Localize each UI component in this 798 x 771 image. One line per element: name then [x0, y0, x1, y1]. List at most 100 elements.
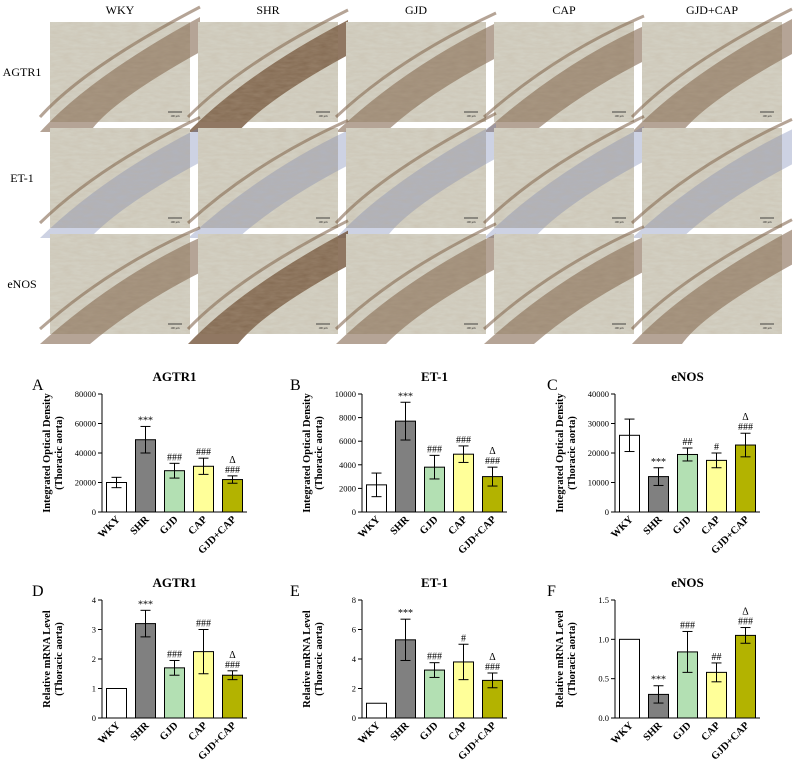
chart-title: eNOS [671, 575, 704, 590]
micrograph-enos-wky: 100 μm [39, 226, 201, 344]
significance-label: *** [398, 391, 413, 402]
significance-label: ### [738, 617, 753, 628]
column-label-gjd: GJD [405, 3, 427, 17]
y-tick-label: 40000 [588, 389, 609, 399]
x-tick-label: SHR [642, 720, 665, 743]
y-tick-label: 10000 [335, 389, 356, 399]
bar-wky [366, 702, 387, 719]
row-label-agtr1: AGTR1 [3, 65, 42, 79]
chart-panel-e: E ET-1 Relative mRNA Level(Thoracic aorta)… [290, 575, 507, 762]
significance-label: ## [683, 437, 693, 448]
y-tick-label: 60000 [75, 419, 96, 429]
micrograph-et-1-cap: 100 μm [482, 114, 645, 238]
scale-bar-label: 100 μm [762, 114, 772, 118]
significance-label: ### [196, 619, 211, 630]
significance-label: ### [167, 649, 182, 660]
micrograph-et-1-wky: 100 μm [38, 115, 201, 238]
y-axis-label: Relative mRNA Level(Thoracic aorta) [302, 610, 325, 707]
chart-title: ET-1 [421, 575, 448, 590]
tissue-texture [50, 234, 190, 334]
significance-label: ### [485, 662, 500, 673]
chart-title: ET-1 [421, 369, 448, 384]
chart-panel-b: B ET-1 Integrated Optical Density(Thoracic… [290, 369, 507, 556]
x-tick-label: CAP [187, 514, 210, 537]
significance-label: ### [738, 422, 753, 433]
tissue-texture [494, 128, 634, 228]
y-axis-label: Integrated Optical Density(Thoracic aort… [42, 392, 65, 512]
significance-label: # [714, 442, 719, 453]
x-tick-label: CAP [700, 720, 723, 743]
micrograph-agtr1-gjd-plus-cap: 100 μm [630, 7, 793, 132]
micrograph-enos-gjd: 100 μm [334, 222, 497, 344]
y-tick-label: 0 [352, 507, 356, 517]
chart-title: AGTR1 [152, 369, 196, 384]
micrograph-enos-shr: 100 μm [186, 219, 349, 344]
significance-label: ### [427, 444, 442, 455]
bar-wky [106, 688, 127, 719]
y-axis-label-line: Relative mRNA Level [42, 610, 53, 707]
y-axis-label-line: (Thoracic aorta) [54, 622, 65, 696]
x-tick-label: GJD [671, 514, 694, 537]
y-tick-label: 4000 [339, 460, 356, 470]
x-tick-label: CAP [447, 514, 470, 537]
micrograph-et-1-gjd-plus-cap: 100 μm [630, 117, 793, 238]
chart-title: AGTR1 [152, 575, 196, 590]
significance-label: *** [651, 457, 666, 468]
x-tick-label: SHR [129, 720, 152, 743]
x-tick-label: CAP [447, 720, 470, 743]
y-tick-label: 8000 [339, 413, 356, 423]
significance-label: ### [427, 652, 442, 663]
y-tick-label: 20000 [75, 478, 96, 488]
micrograph-agtr1-cap: 100 μm [483, 14, 645, 132]
column-label-wky: WKY [106, 3, 135, 17]
micrograph-et-1-gjd: 100 μm [334, 112, 497, 238]
y-axis-label-line: Relative mRNA Level [302, 610, 313, 707]
chart-title: eNOS [671, 369, 704, 384]
bar-shr [135, 623, 156, 719]
scale-bar-label: 100 μm [318, 220, 328, 224]
significance-label: *** [138, 415, 153, 426]
scale-bar-label: 100 μm [318, 114, 328, 118]
tissue-texture [346, 234, 486, 334]
x-tick-label: SHR [642, 514, 665, 537]
tissue-texture [346, 22, 486, 122]
tissue-texture [494, 234, 634, 334]
column-label-gjd-plus-cap: GJD+CAP [686, 3, 738, 17]
significance-label: # [461, 633, 466, 644]
micrograph-et-1-shr: 100 μm [186, 118, 349, 238]
x-tick-label: GJD [418, 720, 441, 743]
tissue-texture [346, 128, 486, 228]
x-tick-label: SHR [389, 514, 412, 537]
x-tick-label: CAP [700, 514, 723, 537]
y-tick-label: 40000 [75, 448, 96, 458]
significance-label: ### [196, 447, 211, 458]
y-tick-label: 4 [92, 595, 97, 605]
scale-bar-label: 100 μm [170, 326, 180, 330]
x-tick-label: GJD [158, 514, 181, 537]
tissue-texture [50, 128, 190, 228]
scale-bar-label: 100 μm [762, 326, 772, 330]
bar-gjd [677, 453, 698, 513]
chart-panel-a: A AGTR1 Integrated Optical Density(Thoraci… [32, 369, 247, 556]
x-tick-label: WKY [609, 720, 636, 747]
panel-letter: F [547, 583, 556, 600]
column-label-shr: SHR [256, 3, 279, 17]
x-tick-label: WKY [356, 720, 383, 747]
tissue-texture [642, 128, 782, 228]
micrograph-agtr1-wky: 100 μm [38, 5, 201, 132]
significance-label: Δ [229, 650, 236, 661]
scale-bar-label: 100 μm [614, 326, 624, 330]
micrograph-enos-cap: 100 μm [482, 225, 645, 344]
significance-label: Δ [489, 652, 496, 663]
scale-bar-label: 100 μm [614, 220, 624, 224]
significance-label: *** [138, 599, 153, 610]
panel-letter: C [547, 377, 558, 394]
bar-gjd-plus-cap [222, 479, 243, 513]
significance-label: Δ [742, 412, 749, 423]
significance-label: Δ [742, 607, 749, 618]
bar-gjd-plus-cap [222, 674, 243, 719]
x-tick-label: WKY [609, 514, 636, 541]
tissue-texture [642, 22, 782, 122]
bar-gjd-plus-cap [735, 634, 756, 719]
